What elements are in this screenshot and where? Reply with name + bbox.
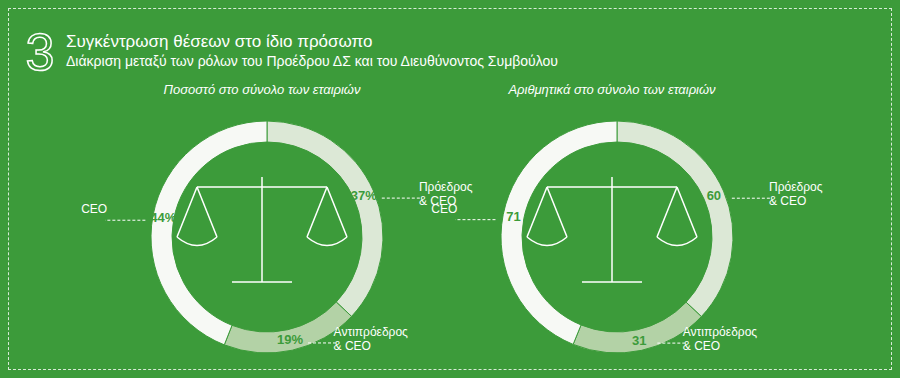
- svg-text:CEO: CEO: [81, 202, 107, 216]
- svg-text:3: 3: [26, 23, 55, 80]
- svg-text:71: 71: [506, 209, 520, 224]
- svg-text:44%: 44%: [150, 210, 176, 225]
- svg-text:19%: 19%: [277, 332, 303, 347]
- svg-text:37%: 37%: [351, 188, 377, 203]
- svg-text:Πρόεδρος& CEO: Πρόεδρος& CEO: [769, 180, 823, 208]
- svg-text:CEO: CEO: [431, 202, 457, 216]
- svg-text:Αντιπρόεδρος& CEO: Αντιπρόεδρος& CEO: [334, 325, 409, 353]
- svg-text:60: 60: [707, 188, 721, 203]
- svg-text:31: 31: [632, 333, 646, 348]
- svg-text:Αντιπρόεδρος& CEO: Αντιπρόεδρος& CEO: [683, 325, 758, 353]
